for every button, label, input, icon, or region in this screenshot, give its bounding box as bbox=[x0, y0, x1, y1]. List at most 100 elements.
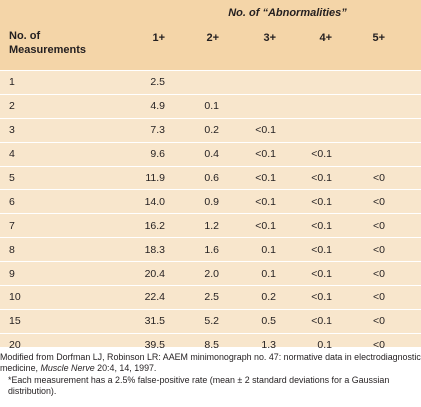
measurement-count-cell: 10 bbox=[0, 285, 132, 310]
probability-cell: 2.5 bbox=[165, 285, 219, 310]
column-header: 1+ bbox=[132, 26, 165, 71]
probability-cell: 0.9 bbox=[165, 189, 219, 214]
probability-cell: 8.5 bbox=[165, 332, 219, 357]
probability-cell bbox=[165, 70, 219, 95]
measurement-count-cell: 20 bbox=[0, 332, 132, 357]
probability-cell: 0.2 bbox=[219, 285, 276, 310]
table-row: 5 11.9 0.6 <0.1 <0.1 <0 bbox=[0, 165, 421, 190]
probability-cell: <0 bbox=[332, 213, 385, 238]
data-table-container: No. of “Abnormalities” No. of Measuremen… bbox=[0, 0, 421, 357]
measurement-count-cell: 4 bbox=[0, 141, 132, 167]
column-header: 3+ bbox=[219, 26, 276, 71]
probability-cell: 22.4 bbox=[132, 285, 165, 310]
probability-cell: <0.1 bbox=[219, 141, 276, 167]
measurement-count-cell: 7 bbox=[0, 213, 132, 238]
probability-cell: <0 bbox=[332, 308, 385, 334]
probability-cell: 0.1 bbox=[219, 237, 276, 262]
column-header: 5+ bbox=[332, 26, 385, 71]
measurement-count-cell: 3 bbox=[0, 117, 132, 143]
citation-journal: Muscle Nerve bbox=[40, 363, 95, 374]
probability-cell: 1.2 bbox=[165, 213, 219, 238]
measurement-count-cell: 9 bbox=[0, 261, 132, 286]
measurement-count-cell: 1 bbox=[0, 70, 132, 95]
abnormalities-table: No. of “Abnormalities” No. of Measuremen… bbox=[0, 0, 421, 357]
probability-cell: 14.0 bbox=[132, 189, 165, 214]
probability-cell: 20.4 bbox=[132, 261, 165, 286]
probability-cell: 0.1 bbox=[165, 93, 219, 119]
table-super-header-row: No. of “Abnormalities” bbox=[0, 0, 421, 26]
probability-cell bbox=[332, 70, 385, 95]
probability-cell: 2.0 bbox=[165, 261, 219, 286]
probability-cell: 1.3 bbox=[219, 332, 276, 357]
row-header-line1: No. of bbox=[9, 30, 41, 42]
probability-cell: <0 bbox=[332, 237, 385, 262]
row-right-padding bbox=[385, 93, 421, 119]
probability-cell bbox=[219, 70, 276, 95]
probability-cell: <0 bbox=[332, 285, 385, 310]
probability-cell: <0 bbox=[332, 261, 385, 286]
probability-cell: <0.1 bbox=[276, 308, 332, 334]
probability-cell: 9.6 bbox=[132, 141, 165, 167]
probability-cell: <0.1 bbox=[276, 165, 332, 190]
measurement-count-cell: 15 bbox=[0, 308, 132, 334]
probability-cell bbox=[276, 93, 332, 119]
probability-cell: 16.2 bbox=[132, 213, 165, 238]
table-row: 7 16.2 1.2 <0.1 <0.1 <0 bbox=[0, 213, 421, 238]
table-row: 8 18.3 1.6 0.1 <0.1 <0 bbox=[0, 237, 421, 262]
row-header-line2: Measurements bbox=[9, 44, 87, 56]
row-right-padding bbox=[385, 117, 421, 143]
probability-cell: 11.9 bbox=[132, 165, 165, 190]
probability-cell bbox=[332, 93, 385, 119]
source-citation: Modified from Dorfman LJ, Robinson LR: A… bbox=[0, 352, 421, 375]
probability-cell: 39.5 bbox=[132, 332, 165, 357]
row-right-padding bbox=[385, 70, 421, 95]
probability-cell: <0.1 bbox=[276, 285, 332, 310]
probability-cell bbox=[332, 117, 385, 143]
table-row: 20 39.5 8.5 1.3 0.1 <0 bbox=[0, 332, 421, 357]
probability-cell: <0.1 bbox=[276, 213, 332, 238]
probability-cell: <0.1 bbox=[219, 189, 276, 214]
column-header: 4+ bbox=[276, 26, 332, 71]
probability-cell bbox=[219, 93, 276, 119]
super-header-spacer bbox=[0, 0, 132, 26]
probability-cell bbox=[276, 70, 332, 95]
probability-cell: 0.1 bbox=[276, 332, 332, 357]
table-body: 1 2.5 2 4.9 0.1 3 7.3 0.2 <0.1 4 9.6 0.4 <0.1 <0.1 5 11… bbox=[0, 70, 421, 357]
table-row: 2 4.9 0.1 bbox=[0, 93, 421, 119]
probability-cell: 0.4 bbox=[165, 141, 219, 167]
probability-cell: 5.2 bbox=[165, 308, 219, 334]
citation-text: Modified from Dorfman LJ, Robinson LR: A… bbox=[0, 352, 421, 374]
probability-cell: <0.1 bbox=[219, 213, 276, 238]
probability-cell: 31.5 bbox=[132, 308, 165, 334]
table-row: 1 2.5 bbox=[0, 70, 421, 95]
probability-cell: <0.1 bbox=[276, 237, 332, 262]
row-right-padding bbox=[385, 237, 421, 262]
false-positive-note: *Each measurement has a 2.5% false-posit… bbox=[8, 374, 390, 396]
probability-cell: 0.6 bbox=[165, 165, 219, 190]
table-row: 15 31.5 5.2 0.5 <0.1 <0 bbox=[0, 308, 421, 334]
probability-cell bbox=[276, 117, 332, 143]
measurement-count-cell: 2 bbox=[0, 93, 132, 119]
abnormalities-super-header: No. of “Abnormalities” bbox=[132, 0, 421, 26]
probability-cell: 7.3 bbox=[132, 117, 165, 143]
probability-cell: 4.9 bbox=[132, 93, 165, 119]
probability-cell: <0 bbox=[332, 189, 385, 214]
probability-cell: <0 bbox=[332, 332, 385, 357]
probability-cell: <0.1 bbox=[219, 117, 276, 143]
probability-cell: 0.5 bbox=[219, 308, 276, 334]
measurement-count-cell: 8 bbox=[0, 237, 132, 262]
table-row: 3 7.3 0.2 <0.1 bbox=[0, 117, 421, 143]
probability-cell: <0.1 bbox=[276, 261, 332, 286]
column-header: 2+ bbox=[165, 26, 219, 71]
probability-cell: <0.1 bbox=[219, 165, 276, 190]
measurements-column-header: No. of Measurements bbox=[0, 26, 132, 71]
table-row: 4 9.6 0.4 <0.1 <0.1 bbox=[0, 141, 421, 167]
probability-cell: <0 bbox=[332, 165, 385, 190]
row-right-padding bbox=[385, 189, 421, 214]
probability-cell: <0.1 bbox=[276, 141, 332, 167]
row-right-padding bbox=[385, 308, 421, 334]
probability-cell: 0.1 bbox=[219, 261, 276, 286]
table-footnote: Modified from Dorfman LJ, Robinson LR: A… bbox=[0, 352, 421, 397]
row-right-padding bbox=[385, 261, 421, 286]
measurement-count-cell: 5 bbox=[0, 165, 132, 190]
